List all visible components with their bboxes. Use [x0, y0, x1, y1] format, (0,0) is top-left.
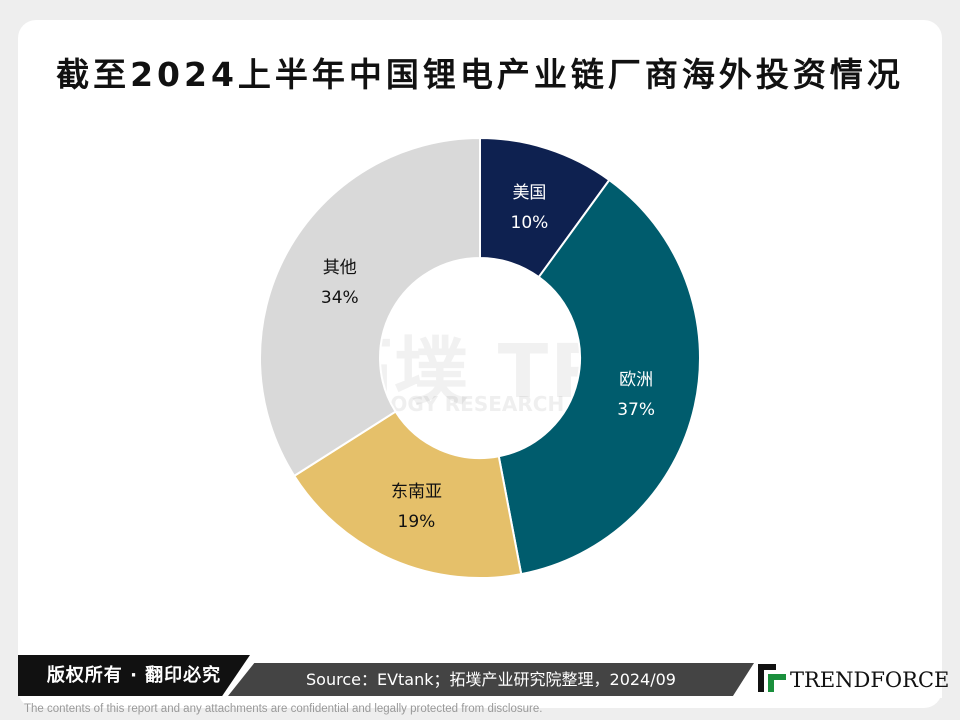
chart-title: 截至2024上半年中国锂电产业链厂商海外投资情况: [56, 55, 904, 94]
slice-value-label-3: 19%: [398, 512, 436, 532]
trendforce-logo-text: TRENDFORCE: [790, 668, 950, 692]
slice-3: [292, 410, 523, 579]
slice-category-label-4: 其他: [323, 258, 357, 278]
slice-value-label-1: 10%: [511, 213, 549, 233]
slice-value-label-4: 34%: [321, 288, 359, 308]
slice-4: [259, 136, 481, 478]
disclaimer-text: The contents of this report and any atta…: [24, 703, 543, 715]
copyright-badge: 版权所有 · 翻印必究: [18, 655, 250, 696]
slice-value-label-2: 37%: [617, 400, 655, 420]
source-note: Source：EVtank；拓墣产业研究院整理，2024/09: [228, 663, 754, 696]
slice-2: [497, 178, 701, 576]
trendforce-logo-icon: [758, 664, 786, 692]
slice-category-label-1: 美国: [512, 183, 546, 203]
slice-category-label-2: 欧洲: [619, 370, 653, 390]
slice-category-label-3: 东南亚: [391, 482, 442, 502]
chart-card: 截至2024上半年中国锂电产业链厂商海外投资情况: [18, 20, 942, 708]
